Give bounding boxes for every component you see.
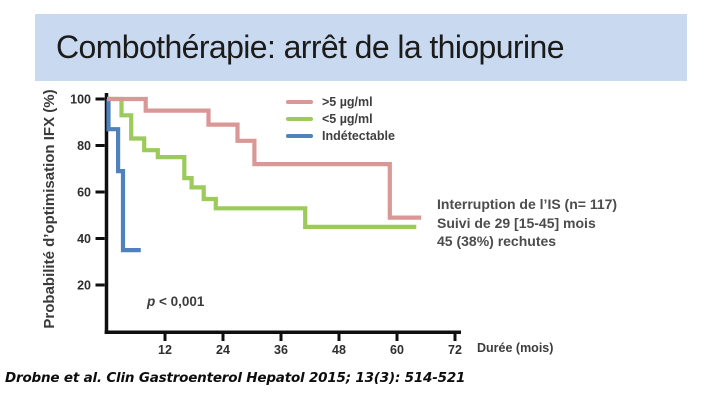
x-tick-label: 36 [274,343,288,357]
legend-line-icon [286,117,313,121]
y-tick-label: 80 [77,139,91,153]
annotation-box: Interruption de l’IS (n= 117) Suivi de 2… [437,195,617,251]
curve-lt5ugml [107,96,417,229]
legend-line-icon [286,100,313,104]
page-title: Combothérapie: arrêt de la thiopurine [56,29,565,65]
citation: Drobne et al. Clin Gastroenterol Hepatol… [5,370,466,386]
p-value: p < 0,001 [147,294,204,309]
annotation-line: Suivi de 29 [15-45] mois [437,214,596,231]
legend-label: >5 µg/ml [322,95,373,109]
x-tick-label: 60 [390,343,404,357]
p-symbol: p [147,294,156,309]
x-axis-title: Durée (mois) [477,341,554,355]
legend-label: <5 µg/ml [322,112,373,126]
curve-indetectable [106,96,141,253]
y-tick-label: 40 [77,232,91,246]
x-tick-label: 72 [448,343,462,357]
legend-label: Indétectable [322,129,395,143]
x-tick-label: 48 [332,343,346,357]
y-tick-label: 60 [77,186,91,200]
y-tick-label: 100 [70,93,91,107]
curve-gt5ugml [107,96,422,220]
y-tick-label: 20 [77,279,91,293]
legend-line-icon [286,134,313,138]
x-tick-label: 24 [216,343,230,357]
legend-row-indetectable: Indétectable [286,129,395,143]
p-rest: < 0,001 [155,294,205,309]
annotation-line: 45 (38%) rechutes [437,233,557,249]
annotation-line: Interruption de l’IS (n= 117) [437,196,618,212]
legend-row-gt5: >5 µg/ml [286,95,395,109]
title-band: Combothérapie: arrêt de la thiopurine [35,14,687,81]
chart-legend: >5 µg/ml <5 µg/ml Indétectable [286,95,395,143]
legend-row-lt5: <5 µg/ml [286,112,395,126]
x-tick-label: 12 [158,343,172,357]
